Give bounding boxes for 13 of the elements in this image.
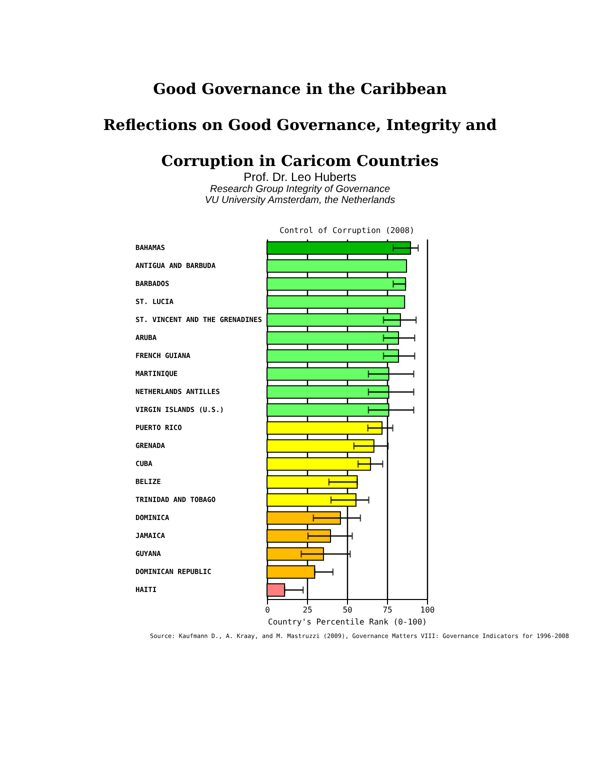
x-tick-label: 75: [382, 606, 392, 614]
text: VU University Amsterdam, the Netherlands: [204, 195, 396, 206]
text: Corruption in Caricom Countries: [160, 152, 440, 170]
x-tick-label: 0: [265, 606, 270, 614]
chart-title: Control of Corruption (2008): [280, 226, 414, 235]
text: Research Group Integrity of Governance: [208, 184, 392, 195]
text: Reflections on Good Governance, Integrity and: [102, 116, 498, 134]
x-tick-label: 25: [302, 606, 312, 614]
x-tick-label: 50: [342, 606, 352, 614]
text: Good Governance in the Caribbean: [152, 80, 448, 98]
text: Prof. Dr. Leo Huberts: [242, 170, 358, 184]
x-axis-title: Country's Percentile Rank (0-100): [268, 618, 427, 626]
x-tick-label: 100: [420, 606, 435, 614]
